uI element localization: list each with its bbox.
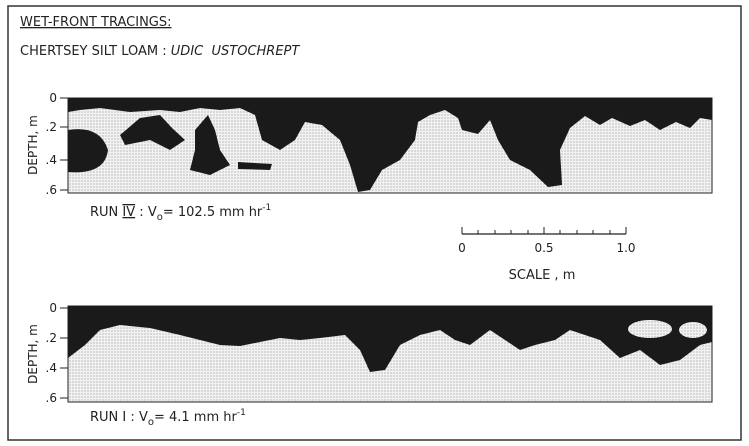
panel-run-i: 0 .2 .4 .6 DEPTH, m RUN I : Vo= 4.1 mm h… [26,301,713,428]
run-prefix: RUN [90,410,118,425]
depth-tick: .4 [46,153,57,167]
scale-bar: 0 0.5 1.0 SCALE , m [458,227,636,283]
subscript: o [157,212,163,223]
panel-run-iv: 0 .2 .4 .6 DEPTH, m RUN IV : Vo= 102.5 m… [26,91,713,223]
axis-label: DEPTH, m [26,115,40,175]
depth-tick: 0 [49,91,57,105]
wet-region [68,306,712,372]
wet-island [120,115,185,150]
run-prefix: RUN [90,205,118,220]
exponent: -1 [237,408,246,418]
symbol: V [139,410,148,425]
axis-label: DEPTH, m [26,324,40,384]
run-label: RUN IV : Vo= 102.5 mm hr-1 [90,203,271,223]
separator: : [139,205,143,220]
wet-island [68,129,108,173]
scale-tick: 1.0 [616,241,635,255]
subtitle: CHERTSEY SILT LOAM : UDIC USTOCHREPT [20,44,300,59]
rate: = 4.1 mm hr [154,410,238,425]
dry-pocket [628,320,672,338]
wet-island [190,115,230,175]
scale-label: SCALE , m [509,268,576,283]
exponent: -1 [262,203,271,213]
soil: CHERTSEY SILT LOAM : [20,44,167,59]
title: WET-FRONT TRACINGS: [20,15,172,30]
run-label: RUN I : Vo= 4.1 mm hr-1 [90,408,246,428]
run-number: IV [122,205,135,220]
subscript: o [148,417,154,428]
wet-island [238,162,272,170]
depth-tick: .4 [46,361,57,375]
depth-tick: .6 [46,183,57,197]
symbol: V [148,205,157,220]
classification: UDIC USTOCHREPT [171,44,301,59]
depth-tick: .2 [46,331,57,345]
depth-tick: .2 [46,120,57,134]
depth-tick: 0 [49,301,57,315]
scale-tick: 0 [458,241,466,255]
depth-tick: .6 [46,391,57,405]
wet-region [68,98,712,192]
run-number: I [122,410,126,425]
separator: : [130,410,134,425]
rate: = 102.5 mm hr [163,205,263,220]
scale-ticks [461,227,627,234]
scale-tick: 0.5 [534,241,553,255]
dry-pocket [679,322,707,338]
